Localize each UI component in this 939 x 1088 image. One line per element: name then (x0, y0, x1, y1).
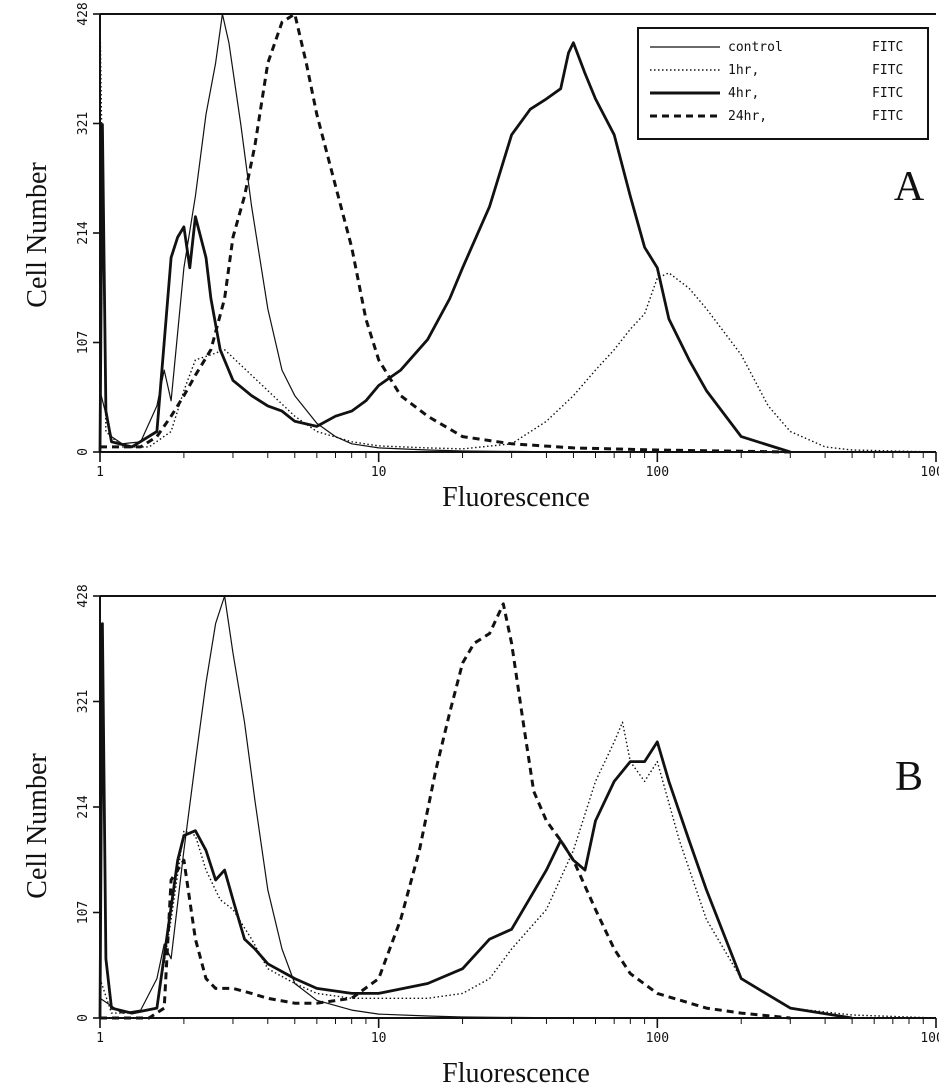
y-tick-label: 321 (76, 112, 91, 135)
legend-name-control: control (728, 40, 783, 55)
panel-b-y-axis-label: Cell Number (22, 753, 53, 899)
legend-entry-control: control FITC (650, 40, 903, 55)
panel-b-series-1hr (99, 721, 937, 1019)
y-tick-label: 107 (76, 901, 91, 924)
x-tick-label: 1000 (920, 465, 939, 480)
legend-entry-1hr: 1hr, FITC (650, 63, 903, 78)
legend-label-4hr: FITC (872, 86, 903, 101)
y-tick-label: 428 (76, 2, 91, 25)
panel-b-series-4hr (98, 622, 853, 1020)
panel-b-x-axis-label: Fluorescence (442, 1058, 590, 1088)
panel-a: 1 10 100 1000 0 107 214 321 428 Cell Number Fluo… (22, 2, 939, 513)
legend-name-1hr: 1hr, (728, 63, 759, 78)
legend: control FITC 1hr, FITC 4hr, FITC 24hr, F… (637, 27, 929, 140)
x-tick-label: 10 (371, 1031, 387, 1046)
panel-a-series-control (99, 13, 574, 453)
panel-b-series-control (99, 595, 574, 1019)
x-tick-label: 100 (646, 465, 669, 480)
legend-entry-24hr: 24hr, FITC (650, 109, 903, 124)
panel-a-series-4hr (98, 41, 791, 454)
y-tick-label: 214 (76, 795, 91, 819)
panel-a-ticks: 1 10 100 1000 0 107 214 321 428 (76, 2, 939, 480)
legend-entry-4hr: 4hr, FITC (650, 86, 903, 101)
x-tick-label: 100 (646, 1031, 669, 1046)
panel-a-y-axis-label: Cell Number (22, 162, 53, 308)
x-tick-label: 1 (96, 1031, 104, 1046)
legend-name-24hr: 24hr, (728, 109, 767, 124)
panel-b: 1 10 100 1000 0 107 214 321 428 Cell Number Fluo… (22, 584, 939, 1088)
panel-a-series-24hr (100, 12, 791, 454)
legend-label-24hr: FITC (872, 109, 903, 124)
legend-label-1hr: FITC (872, 63, 903, 78)
panel-a-letter: A (894, 164, 925, 210)
panel-b-letter: B (895, 754, 923, 800)
x-tick-label: 1 (96, 465, 104, 480)
x-tick-label: 10 (371, 465, 387, 480)
y-tick-label: 0 (76, 448, 91, 456)
panel-a-series (98, 12, 937, 454)
y-tick-label: 214 (76, 221, 91, 245)
panel-b-series-24hr (100, 602, 791, 1020)
y-tick-label: 321 (76, 690, 91, 713)
y-tick-label: 0 (76, 1014, 91, 1022)
panel-a-series-1hr (99, 13, 937, 453)
panel-b-series (98, 595, 937, 1020)
y-tick-label: 107 (76, 331, 91, 354)
x-tick-label: 1000 (920, 1031, 939, 1046)
legend-name-4hr: 4hr, (728, 86, 759, 101)
y-tick-label: 428 (76, 584, 91, 607)
legend-label-control: FITC (872, 40, 903, 55)
panel-b-ticks: 1 10 100 1000 0 107 214 321 428 (76, 584, 939, 1046)
panel-b-axes (99, 595, 936, 1019)
panel-a-x-axis-label: Fluorescence (442, 482, 590, 513)
